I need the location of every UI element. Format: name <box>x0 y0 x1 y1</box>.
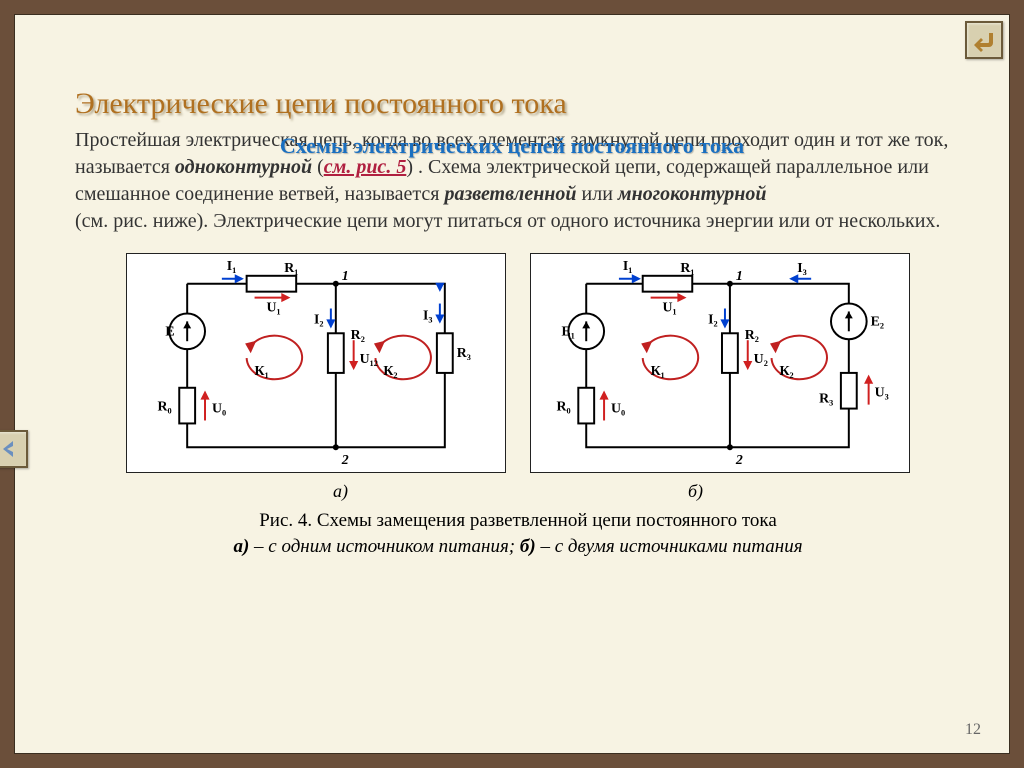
fig-b-label: б) <box>688 481 703 502</box>
lbl: 2 <box>341 453 349 468</box>
caption-a-text: – с одним источником питания; <box>249 536 520 557</box>
lbl: R₁ <box>284 261 298 276</box>
term-multiloop: многоконтурной <box>618 183 767 205</box>
lbl: К₂ <box>779 364 793 379</box>
t: ( <box>312 156 324 178</box>
lbl: 2 <box>735 453 743 468</box>
lbl: 1 <box>736 269 743 284</box>
caption-t: . Схемы замещения разветвленной цепи пос… <box>307 510 776 531</box>
circuit-b: E₁ R₀ U₀ I₁ R₁ U₁ I₂ R₂ U₂ I₃ E₂ R₃ U₃ К… <box>530 253 910 473</box>
lbl: U₁ <box>663 300 677 315</box>
lbl: R₃ <box>457 346 471 361</box>
nav-return-button[interactable] <box>965 21 1003 59</box>
figure-caption: Рис. 4. Схемы замещения разветвленной це… <box>75 508 961 559</box>
slide: Электрические цепи постоянного тока Схем… <box>14 14 1010 754</box>
lbl: К₂ <box>383 364 397 379</box>
fig-a-label: а) <box>333 481 348 502</box>
return-icon <box>971 27 997 53</box>
lbl: R₂ <box>351 328 365 343</box>
t: (см. рис. ниже). Электрические цепи могу… <box>75 210 940 232</box>
lbl: I₁ <box>623 259 633 274</box>
lbl: U₁₂ <box>360 352 378 367</box>
lbl: 1 <box>342 269 349 284</box>
body-paragraph: Простейшая электрическая цепь, когда во … <box>75 127 961 235</box>
t: или <box>577 183 618 205</box>
caption-b-text: – с двумя источниками питания <box>536 536 803 557</box>
lbl: R₀ <box>157 400 171 415</box>
chevron-left-icon <box>0 437 21 461</box>
page-number: 12 <box>965 721 981 739</box>
lbl: R₀ <box>557 400 571 415</box>
see-fig5-link[interactable]: см. рис. 5 <box>324 156 407 178</box>
term-branched: разветвленной <box>444 183 576 205</box>
figure-sublabels: а) б) <box>75 481 961 502</box>
figure-row: E R₀ U₀ I₁ R₁ U₁ I₂ R₂ U₁₂ I₃ R₃ К₁ К₂ 1… <box>75 253 961 473</box>
lbl: R₃ <box>819 392 833 407</box>
lbl: U₃ <box>875 386 889 401</box>
caption-rn: Рис. 4 <box>259 510 307 531</box>
lbl: E₁ <box>561 324 574 339</box>
nav-prev-button[interactable] <box>0 430 28 468</box>
lbl: U₂ <box>754 352 768 367</box>
lbl: К₁ <box>651 364 665 379</box>
lbl: E₂ <box>871 314 884 329</box>
lbl: E <box>165 324 174 339</box>
lbl: R₁ <box>680 261 694 276</box>
caption-b-label: б) <box>520 536 536 557</box>
page-title: Электрические цепи постоянного тока <box>75 87 961 121</box>
lbl: U₀ <box>611 402 625 417</box>
lbl: U₀ <box>212 402 226 417</box>
lbl: К₁ <box>255 364 269 379</box>
lbl: R₂ <box>745 328 759 343</box>
lbl: I₃ <box>423 308 433 323</box>
lbl: I₂ <box>708 312 718 327</box>
lbl: I₂ <box>314 312 324 327</box>
circuit-a: E R₀ U₀ I₁ R₁ U₁ I₂ R₂ U₁₂ I₃ R₃ К₁ К₂ 1… <box>126 253 506 473</box>
term-single-loop: одноконтурной <box>175 156 312 178</box>
lbl: U₁ <box>266 300 280 315</box>
lbl: I₃ <box>797 261 807 276</box>
caption-a-label: а) <box>233 536 249 557</box>
lbl: I₁ <box>227 259 237 274</box>
